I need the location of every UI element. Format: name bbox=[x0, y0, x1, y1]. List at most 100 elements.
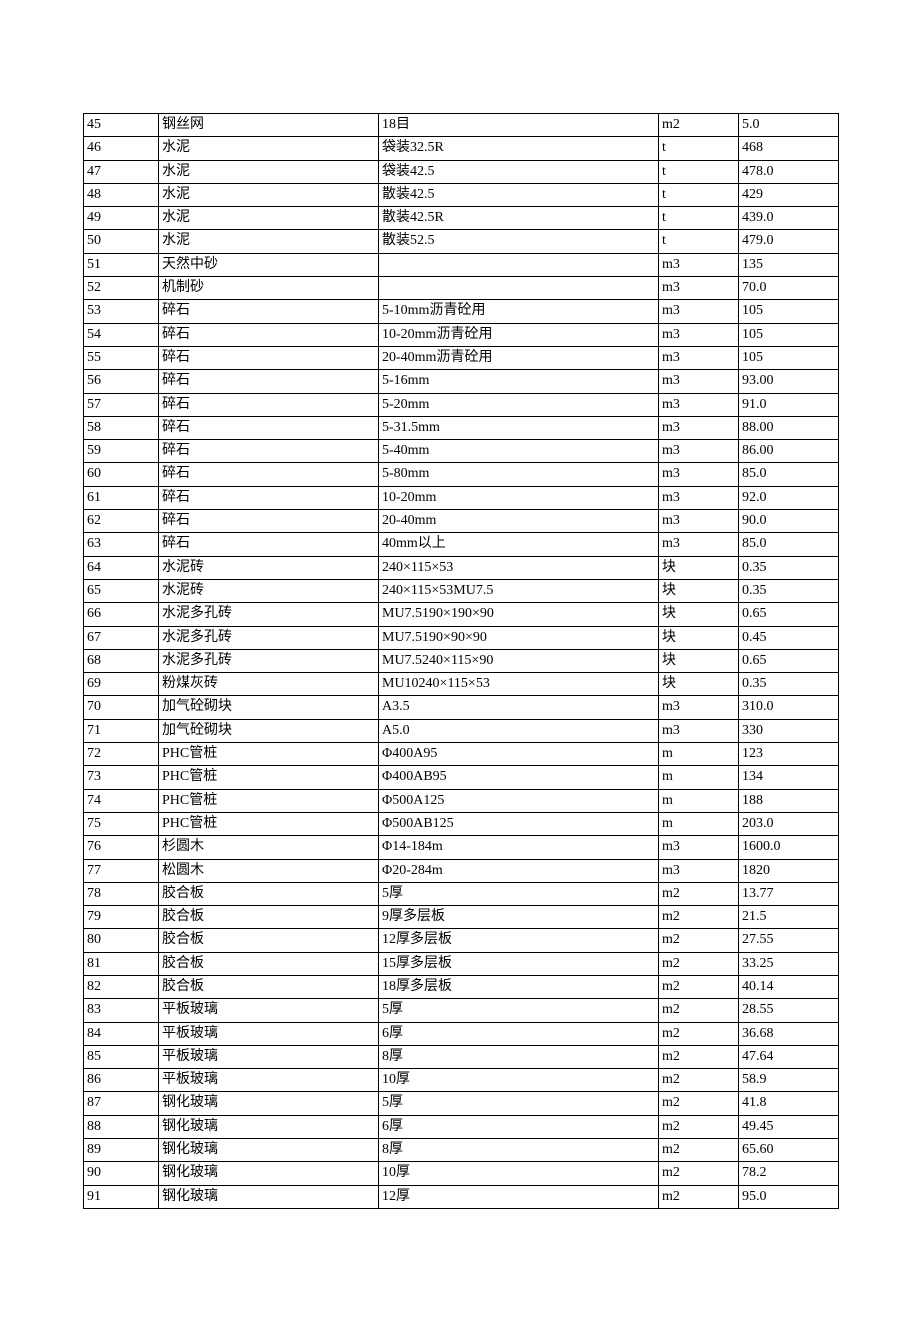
cell-index: 80 bbox=[84, 929, 159, 952]
table-row: 75PHC管桩Φ500AB125m203.0 bbox=[84, 812, 839, 835]
cell-price: 188 bbox=[739, 789, 839, 812]
cell-unit: m bbox=[659, 789, 739, 812]
cell-unit: m2 bbox=[659, 114, 739, 137]
cell-spec: 6厚 bbox=[379, 1022, 659, 1045]
cell-unit: m2 bbox=[659, 1162, 739, 1185]
table-row: 56碎石5-16mmm393.00 bbox=[84, 370, 839, 393]
cell-name: 碎石 bbox=[159, 370, 379, 393]
cell-spec: MU10240×115×53 bbox=[379, 673, 659, 696]
cell-price: 134 bbox=[739, 766, 839, 789]
cell-unit: 块 bbox=[659, 673, 739, 696]
cell-index: 54 bbox=[84, 323, 159, 346]
cell-name: 水泥砖 bbox=[159, 556, 379, 579]
cell-unit: m2 bbox=[659, 1069, 739, 1092]
cell-name: 碎石 bbox=[159, 323, 379, 346]
cell-spec bbox=[379, 253, 659, 276]
cell-price: 0.35 bbox=[739, 579, 839, 602]
cell-price: 105 bbox=[739, 346, 839, 369]
cell-unit: 块 bbox=[659, 579, 739, 602]
cell-spec: 5厚 bbox=[379, 1092, 659, 1115]
cell-name: 天然中砂 bbox=[159, 253, 379, 276]
cell-unit: m2 bbox=[659, 882, 739, 905]
cell-spec: 12厚 bbox=[379, 1185, 659, 1208]
table-row: 88钢化玻璃6厚m249.45 bbox=[84, 1115, 839, 1138]
cell-name: 碎石 bbox=[159, 393, 379, 416]
cell-spec: 5厚 bbox=[379, 882, 659, 905]
cell-spec: 10-20mm bbox=[379, 486, 659, 509]
cell-unit: m3 bbox=[659, 486, 739, 509]
cell-index: 52 bbox=[84, 277, 159, 300]
cell-unit: m3 bbox=[659, 323, 739, 346]
cell-name: 钢化玻璃 bbox=[159, 1092, 379, 1115]
cell-index: 68 bbox=[84, 649, 159, 672]
cell-index: 90 bbox=[84, 1162, 159, 1185]
cell-price: 95.0 bbox=[739, 1185, 839, 1208]
cell-unit: m3 bbox=[659, 533, 739, 556]
cell-name: 碎石 bbox=[159, 486, 379, 509]
cell-price: 123 bbox=[739, 743, 839, 766]
cell-unit: m3 bbox=[659, 859, 739, 882]
cell-index: 79 bbox=[84, 906, 159, 929]
table-row: 67水泥多孔砖MU7.5190×90×90块0.45 bbox=[84, 626, 839, 649]
cell-unit: m2 bbox=[659, 1185, 739, 1208]
cell-spec: 10-20mm沥青砼用 bbox=[379, 323, 659, 346]
cell-unit: m bbox=[659, 812, 739, 835]
cell-spec: 散装52.5 bbox=[379, 230, 659, 253]
cell-unit: t bbox=[659, 160, 739, 183]
cell-name: 碎石 bbox=[159, 533, 379, 556]
cell-spec: MU7.5190×90×90 bbox=[379, 626, 659, 649]
cell-unit: m2 bbox=[659, 906, 739, 929]
cell-index: 83 bbox=[84, 999, 159, 1022]
cell-spec: 9厚多层板 bbox=[379, 906, 659, 929]
cell-spec: MU7.5190×190×90 bbox=[379, 603, 659, 626]
table-row: 86平板玻璃10厚m258.9 bbox=[84, 1069, 839, 1092]
cell-unit: m3 bbox=[659, 393, 739, 416]
cell-index: 73 bbox=[84, 766, 159, 789]
cell-price: 70.0 bbox=[739, 277, 839, 300]
cell-unit: m3 bbox=[659, 253, 739, 276]
cell-spec: 5-80mm bbox=[379, 463, 659, 486]
table-row: 76杉圆木Φ14-184mm31600.0 bbox=[84, 836, 839, 859]
cell-name: 水泥多孔砖 bbox=[159, 603, 379, 626]
cell-price: 479.0 bbox=[739, 230, 839, 253]
cell-unit: m3 bbox=[659, 463, 739, 486]
cell-name: 平板玻璃 bbox=[159, 1045, 379, 1068]
cell-price: 65.60 bbox=[739, 1139, 839, 1162]
table-row: 51天然中砂m3135 bbox=[84, 253, 839, 276]
table-row: 52机制砂m370.0 bbox=[84, 277, 839, 300]
cell-name: PHC管桩 bbox=[159, 789, 379, 812]
table-row: 83平板玻璃5厚m228.55 bbox=[84, 999, 839, 1022]
cell-name: 胶合板 bbox=[159, 952, 379, 975]
cell-index: 51 bbox=[84, 253, 159, 276]
cell-spec: 5-20mm bbox=[379, 393, 659, 416]
cell-spec: 5-10mm沥青砼用 bbox=[379, 300, 659, 323]
cell-index: 76 bbox=[84, 836, 159, 859]
cell-unit: m2 bbox=[659, 1022, 739, 1045]
cell-index: 82 bbox=[84, 975, 159, 998]
cell-unit: 块 bbox=[659, 649, 739, 672]
cell-index: 63 bbox=[84, 533, 159, 556]
cell-name: 粉煤灰砖 bbox=[159, 673, 379, 696]
cell-name: 机制砂 bbox=[159, 277, 379, 300]
cell-index: 91 bbox=[84, 1185, 159, 1208]
table-row: 85平板玻璃8厚m247.64 bbox=[84, 1045, 839, 1068]
table-row: 63碎石40mm以上m385.0 bbox=[84, 533, 839, 556]
table-body: 45钢丝网18目m25.046水泥袋装32.5Rt46847水泥袋装42.5t4… bbox=[84, 114, 839, 1209]
table-row: 61碎石10-20mmm392.0 bbox=[84, 486, 839, 509]
cell-index: 45 bbox=[84, 114, 159, 137]
cell-index: 71 bbox=[84, 719, 159, 742]
table-row: 89钢化玻璃8厚m265.60 bbox=[84, 1139, 839, 1162]
cell-price: 5.0 bbox=[739, 114, 839, 137]
cell-price: 27.55 bbox=[739, 929, 839, 952]
cell-unit: m2 bbox=[659, 1115, 739, 1138]
table-row: 80胶合板12厚多层板m227.55 bbox=[84, 929, 839, 952]
cell-unit: m3 bbox=[659, 510, 739, 533]
cell-price: 21.5 bbox=[739, 906, 839, 929]
table-row: 77松圆木Φ20-284mm31820 bbox=[84, 859, 839, 882]
table-row: 45钢丝网18目m25.0 bbox=[84, 114, 839, 137]
table-row: 81胶合板15厚多层板m233.25 bbox=[84, 952, 839, 975]
cell-unit: m3 bbox=[659, 836, 739, 859]
cell-name: 加气砼砌块 bbox=[159, 696, 379, 719]
cell-spec: 20-40mm bbox=[379, 510, 659, 533]
table-row: 84平板玻璃6厚m236.68 bbox=[84, 1022, 839, 1045]
